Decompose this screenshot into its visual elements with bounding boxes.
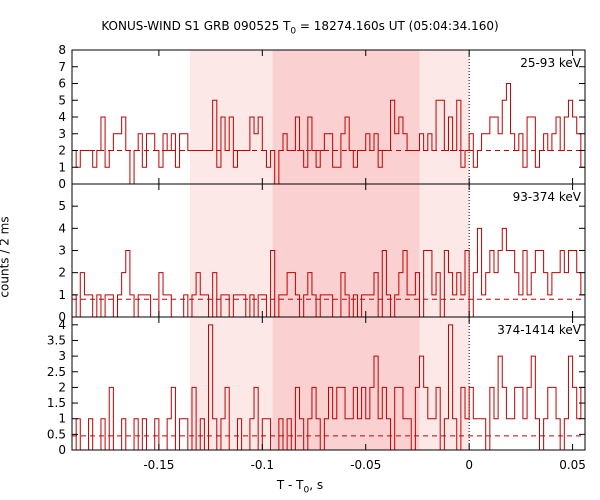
y-tick-label: 0 [58,177,66,191]
y-tick-label: 2 [58,380,66,394]
y-tick-label: 8 [58,43,66,57]
x-tick-label: -0.1 [251,458,274,472]
shaded-interval-dark [272,50,420,450]
y-tick-label: 2 [58,266,66,280]
y-tick-label: 1 [58,412,66,426]
x-tick-label: 0 [465,458,473,472]
x-tick-label: 0.05 [559,458,586,472]
energy-band-label: 374-1414 keV [497,323,581,337]
y-tick-label: 1 [58,160,66,174]
panel-frame [71,316,586,451]
chart-title: KONUS-WIND S1 GRB 090525 T0 = 18274.160s… [101,19,499,37]
y-tick-label: 1 [58,288,66,302]
y-tick-label: 4 [58,318,66,332]
y-tick-label: 6 [58,77,66,91]
y-tick-label: 0.5 [47,427,66,441]
y-tick-label: 4 [58,110,66,124]
y-tick-label: 5 [58,199,66,213]
y-tick-label: 7 [58,60,66,74]
y-tick-label: 3 [58,244,66,258]
y-tick-label: 0 [58,443,66,457]
energy-band-label: 25-93 keV [520,56,582,70]
y-tick-label: 3.5 [47,333,66,347]
light-curve-series [72,83,585,185]
x-tick-label: -0.15 [143,458,174,472]
energy-band-label: 93-374 keV [513,190,582,204]
y-tick-label: 3 [58,349,66,363]
y-tick-label: 1.5 [47,396,66,410]
x-axis-label: T - T0, s [276,478,324,496]
y-tick-label: 5 [58,93,66,107]
y-tick-label: 3 [58,127,66,141]
x-tick-label: -0.05 [350,458,381,472]
y-tick-label: 0 [58,310,66,324]
y-tick-label: 2.5 [47,365,66,379]
y-tick-label: 2 [58,144,66,158]
y-tick-label: 4 [58,221,66,235]
